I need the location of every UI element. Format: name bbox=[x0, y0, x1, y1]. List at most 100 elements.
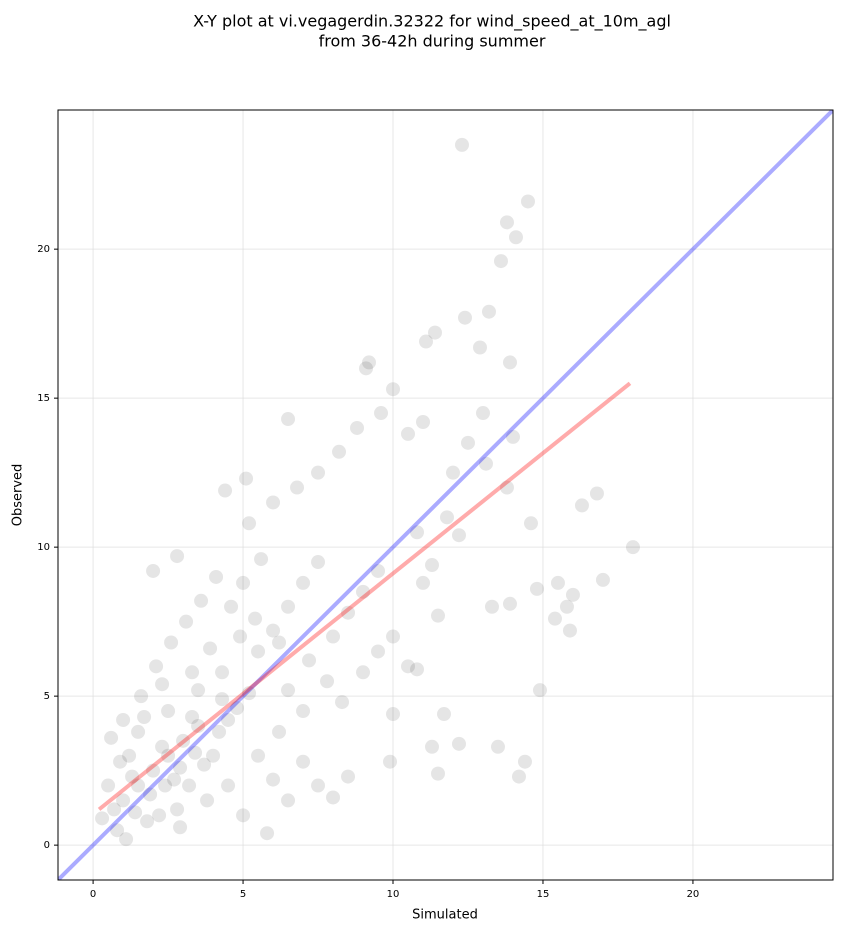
point bbox=[419, 334, 434, 349]
point bbox=[493, 254, 508, 269]
point bbox=[143, 787, 158, 802]
point bbox=[484, 599, 499, 614]
point bbox=[209, 569, 224, 584]
point bbox=[104, 730, 119, 745]
x-tick-label: 15 bbox=[537, 889, 550, 900]
point bbox=[625, 540, 640, 555]
point bbox=[251, 644, 266, 659]
point bbox=[161, 704, 176, 719]
point bbox=[185, 710, 200, 725]
point bbox=[215, 665, 230, 680]
point bbox=[137, 710, 152, 725]
point bbox=[272, 724, 287, 739]
point bbox=[371, 644, 386, 659]
point bbox=[311, 465, 326, 480]
point bbox=[233, 629, 248, 644]
point bbox=[416, 575, 431, 590]
point bbox=[341, 605, 356, 620]
point bbox=[320, 674, 335, 689]
point bbox=[224, 599, 239, 614]
point bbox=[266, 495, 281, 510]
y-tick-label: 20 bbox=[37, 244, 50, 255]
point bbox=[173, 760, 188, 775]
point bbox=[131, 778, 146, 793]
point bbox=[155, 739, 170, 754]
x-axis-label: Simulated bbox=[412, 908, 478, 923]
point bbox=[386, 707, 401, 722]
point bbox=[445, 465, 460, 480]
point bbox=[589, 486, 604, 501]
point bbox=[134, 689, 149, 704]
point bbox=[182, 778, 197, 793]
point bbox=[550, 575, 565, 590]
point bbox=[481, 304, 496, 319]
point bbox=[281, 599, 296, 614]
point bbox=[499, 480, 514, 495]
point bbox=[472, 340, 487, 355]
point bbox=[529, 581, 544, 596]
point bbox=[110, 823, 125, 838]
y-axis-label: Observed bbox=[11, 464, 26, 527]
point bbox=[401, 659, 416, 674]
point bbox=[559, 599, 574, 614]
point bbox=[478, 456, 493, 471]
point bbox=[410, 525, 425, 540]
point bbox=[140, 814, 155, 829]
point bbox=[431, 766, 446, 781]
point bbox=[574, 498, 589, 513]
point bbox=[236, 575, 251, 590]
point bbox=[221, 778, 236, 793]
point bbox=[547, 611, 562, 626]
point bbox=[326, 629, 341, 644]
point bbox=[523, 516, 538, 531]
point bbox=[242, 516, 257, 531]
point bbox=[401, 426, 416, 441]
point bbox=[520, 194, 535, 209]
point bbox=[290, 480, 305, 495]
point bbox=[410, 662, 425, 677]
point bbox=[239, 471, 254, 486]
reference-line bbox=[58, 110, 833, 880]
point bbox=[451, 528, 466, 543]
point bbox=[158, 778, 173, 793]
point bbox=[296, 754, 311, 769]
point bbox=[197, 757, 212, 772]
point bbox=[281, 793, 296, 808]
point bbox=[505, 429, 520, 444]
point bbox=[128, 805, 143, 820]
y-tick-label: 15 bbox=[37, 393, 50, 404]
point bbox=[451, 736, 466, 751]
point bbox=[499, 215, 514, 230]
point bbox=[215, 692, 230, 707]
point bbox=[200, 793, 215, 808]
point bbox=[107, 802, 122, 817]
point bbox=[146, 563, 161, 578]
point bbox=[119, 832, 134, 847]
point bbox=[185, 665, 200, 680]
point bbox=[383, 754, 398, 769]
point bbox=[95, 811, 110, 826]
point bbox=[146, 763, 161, 778]
point bbox=[149, 659, 164, 674]
point bbox=[191, 718, 206, 733]
point bbox=[311, 778, 326, 793]
point bbox=[332, 444, 347, 459]
point bbox=[428, 325, 443, 340]
point bbox=[508, 230, 523, 245]
y-tick-label: 10 bbox=[37, 542, 50, 553]
grid bbox=[58, 110, 833, 880]
point bbox=[502, 355, 517, 370]
point bbox=[439, 510, 454, 525]
chart-title: X-Y plot at vi.vegagerdin.32322 for wind… bbox=[193, 12, 671, 32]
point bbox=[218, 483, 233, 498]
point bbox=[386, 629, 401, 644]
point bbox=[206, 748, 221, 763]
point bbox=[457, 310, 472, 325]
point bbox=[475, 406, 490, 421]
point bbox=[356, 665, 371, 680]
point bbox=[281, 412, 296, 427]
point bbox=[350, 420, 365, 435]
point bbox=[386, 382, 401, 397]
point bbox=[595, 572, 610, 587]
